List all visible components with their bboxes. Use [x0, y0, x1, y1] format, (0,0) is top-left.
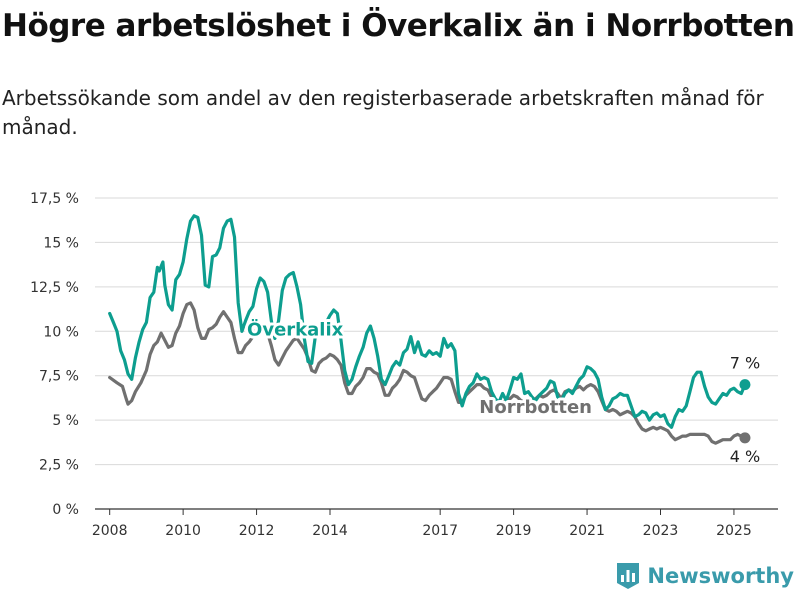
series-line — [108, 301, 747, 445]
x-tick-label: 2023 — [643, 523, 679, 539]
x-tick-label: 2012 — [239, 523, 275, 539]
series-label: Överkalix — [247, 319, 344, 341]
series-line — [108, 214, 747, 429]
end-value-label: 7 % — [730, 354, 760, 373]
y-tick-label: 5 % — [52, 413, 79, 429]
y-tick-label: 17,5 % — [30, 191, 79, 207]
series-label: Norrbotten — [479, 397, 592, 418]
series-labels: Överkalix Norrbotten 7 % 4 % — [244, 316, 760, 466]
y-tick-label: 15 % — [43, 235, 79, 251]
x-axis: 2008 2010 2012 2014 2017 2019 2021 2023 2025 — [92, 509, 752, 539]
y-tick-label: 12,5 % — [30, 280, 79, 296]
x-tick-label: 2008 — [92, 523, 128, 539]
y-tick-label: 7,5 % — [39, 369, 79, 385]
series-lines — [108, 214, 751, 445]
x-tick-label: 2019 — [496, 523, 532, 539]
bar-chart-icon — [617, 563, 640, 589]
chart-subtitle: Arbetssökande som andel av den registerb… — [2, 86, 764, 139]
y-tick-label: 10 % — [43, 324, 79, 340]
end-value-label: 4 % — [730, 447, 760, 466]
brand-logo: Newsworthy — [617, 560, 794, 592]
x-tick-label: 2017 — [422, 523, 458, 539]
series-end-point — [739, 432, 751, 444]
y-tick-label: 0 % — [52, 502, 79, 518]
x-tick-label: 2021 — [569, 523, 605, 539]
y-axis: 0 % 2,5 % 5 % 7,5 % 10 % 12,5 % 15 % 17,5 % — [30, 191, 79, 518]
series-end-point — [739, 379, 751, 391]
x-tick-label: 2014 — [312, 523, 348, 539]
chart-title: Högre arbetslöshet i Överkalix än i Norr… — [2, 8, 795, 44]
x-tick-label: 2010 — [165, 523, 201, 539]
x-tick-label: 2025 — [716, 523, 752, 539]
brand-name: Newsworthy — [647, 564, 794, 588]
y-tick-label: 2,5 % — [39, 458, 79, 474]
